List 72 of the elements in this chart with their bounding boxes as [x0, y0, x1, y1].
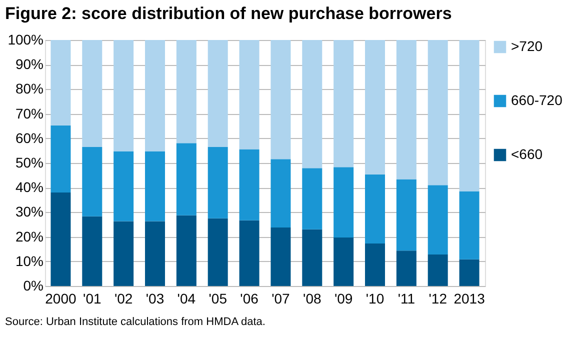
source-note: Source: Urban Institute calculations from HMDA data. [5, 316, 266, 328]
legend-label: <660 [511, 146, 543, 162]
bar [114, 221, 134, 286]
x-tick-label: '11 [398, 290, 416, 306]
bar [208, 40, 228, 148]
bar [50, 40, 71, 126]
bar [365, 243, 385, 286]
y-tick-label: 90% [15, 56, 44, 72]
bar [396, 250, 416, 286]
bar [50, 125, 71, 193]
bar [176, 215, 196, 286]
x-tick-label: '02 [114, 290, 133, 306]
bar [396, 179, 416, 251]
bar [270, 227, 291, 286]
bar [239, 40, 260, 150]
bar [302, 40, 322, 168]
bar [334, 238, 354, 286]
x-tick-label: '04 [177, 290, 196, 306]
chart-title: Figure 2: score distribution of new purchase borrowers [5, 4, 452, 23]
bar [145, 40, 165, 152]
bar [145, 151, 165, 222]
x-tick-label: '06 [240, 290, 259, 306]
x-tick-label: '07 [272, 290, 290, 306]
bar [302, 168, 322, 230]
y-tick-label: 60% [15, 130, 44, 146]
bar [428, 254, 448, 286]
bar [114, 151, 134, 222]
bar [459, 191, 480, 260]
y-tick-label: 50% [15, 154, 44, 170]
bar [459, 40, 480, 192]
bar [82, 40, 102, 148]
bar [334, 40, 354, 168]
y-tick-label: 100% [8, 32, 44, 48]
x-tick-label: '03 [146, 290, 164, 306]
bar [396, 40, 416, 180]
y-tick-label: 40% [15, 179, 44, 196]
x-tick-label: '09 [334, 290, 353, 306]
bar [334, 167, 354, 238]
y-tick-label: 80% [15, 80, 44, 97]
x-tick-label: 2013 [454, 290, 486, 306]
bar [176, 143, 196, 216]
bar [176, 40, 196, 144]
y-tick-label: 0% [23, 278, 44, 294]
bar [239, 220, 260, 286]
y-tick-label: 70% [15, 105, 44, 122]
bar [428, 185, 448, 255]
bar [50, 192, 71, 286]
bar [270, 40, 291, 160]
x-tick-label: '10 [366, 290, 384, 306]
legend-label: >720 [511, 38, 543, 54]
y-tick-label: 30% [15, 204, 44, 220]
x-tick-label: '12 [428, 290, 448, 306]
bar [302, 229, 322, 286]
legend-label: 660-720 [511, 92, 563, 108]
bar [239, 149, 260, 220]
bar [82, 147, 102, 216]
y-tick-label: 10% [15, 252, 44, 269]
bar [428, 40, 448, 186]
x-tick-label: '08 [303, 290, 322, 306]
bar [459, 259, 480, 286]
bar [270, 159, 291, 228]
x-tick-label: '01 [83, 290, 102, 306]
bar [208, 147, 228, 218]
x-tick-label: 2000 [45, 290, 76, 306]
bar [82, 216, 102, 286]
bar [365, 40, 385, 174]
bar [365, 174, 385, 244]
bar [208, 218, 228, 286]
bar [145, 221, 165, 286]
bar [114, 40, 134, 152]
y-tick-label: 20% [15, 228, 44, 244]
x-tick-label: '05 [208, 290, 228, 306]
